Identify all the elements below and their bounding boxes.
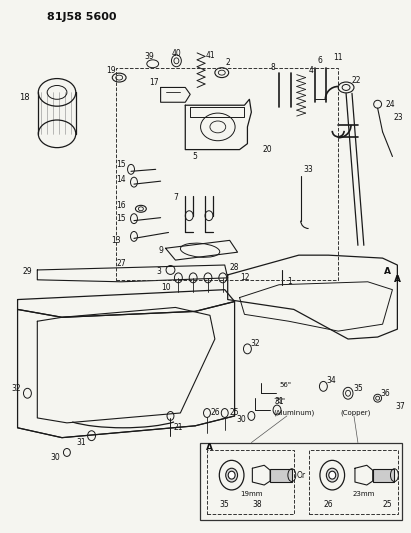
Text: 30: 30 (237, 415, 246, 424)
Text: 31: 31 (274, 397, 284, 406)
Text: (Copper): (Copper) (341, 410, 371, 416)
Text: 19mm: 19mm (240, 491, 263, 497)
Text: 13: 13 (111, 236, 121, 245)
Text: 38: 38 (252, 500, 262, 509)
Text: 21: 21 (173, 423, 183, 432)
Bar (373, 469, 395, 482)
Text: 29: 29 (23, 268, 32, 277)
Text: (Aluminum): (Aluminum) (273, 410, 314, 416)
Text: 23: 23 (394, 112, 403, 122)
Text: 2: 2 (225, 58, 230, 67)
Ellipse shape (329, 471, 336, 479)
Text: 32: 32 (251, 340, 260, 349)
Text: 4: 4 (309, 66, 314, 75)
Text: 26: 26 (210, 408, 220, 417)
Bar (207, 450, 294, 514)
Text: 16: 16 (116, 201, 126, 211)
Text: 1: 1 (287, 277, 292, 286)
Text: 22: 22 (351, 76, 361, 85)
Text: 24: 24 (386, 100, 395, 109)
Text: A: A (206, 443, 213, 452)
Text: 30: 30 (50, 453, 60, 462)
Text: 6: 6 (318, 56, 323, 66)
Text: A: A (384, 268, 391, 277)
Text: 81J58 5600: 81J58 5600 (47, 12, 117, 22)
Bar (116, 68, 338, 280)
Text: 9: 9 (158, 246, 163, 255)
Text: 41: 41 (205, 51, 215, 60)
Text: 23mm: 23mm (353, 491, 375, 497)
Text: 25: 25 (383, 500, 393, 509)
Text: 18: 18 (19, 93, 30, 102)
Text: 27: 27 (116, 259, 126, 268)
Ellipse shape (226, 468, 238, 482)
Text: 7: 7 (173, 193, 178, 203)
Text: 25: 25 (230, 408, 240, 417)
Text: 36: 36 (381, 389, 390, 398)
Text: 26: 26 (323, 500, 333, 509)
Bar (309, 450, 398, 514)
Text: 3: 3 (156, 268, 161, 277)
Text: Or: Or (297, 471, 306, 480)
Text: 15: 15 (116, 214, 126, 223)
Text: 39: 39 (145, 52, 155, 61)
Text: 12: 12 (240, 273, 249, 282)
Text: 40: 40 (171, 50, 181, 59)
Text: 15: 15 (116, 160, 126, 169)
Text: 20: 20 (262, 145, 272, 154)
Ellipse shape (228, 471, 235, 479)
Text: 35: 35 (353, 384, 363, 393)
Text: 35: 35 (220, 500, 230, 509)
Text: 31: 31 (77, 438, 86, 447)
Text: 37: 37 (395, 401, 405, 410)
Text: 32: 32 (12, 384, 21, 393)
Text: 56": 56" (279, 382, 291, 389)
Text: 28: 28 (230, 263, 239, 272)
Text: A: A (394, 276, 401, 284)
Bar (270, 469, 292, 482)
Text: 11: 11 (333, 53, 343, 62)
Bar (200, 442, 402, 520)
Text: 19: 19 (106, 66, 116, 75)
Text: 8: 8 (271, 63, 275, 72)
Text: 10: 10 (161, 283, 171, 292)
Text: 33: 33 (304, 165, 314, 174)
Text: 75": 75" (273, 398, 285, 404)
Text: 5: 5 (193, 152, 198, 161)
Text: 14: 14 (116, 175, 126, 184)
Text: 17: 17 (149, 78, 159, 87)
Text: 34: 34 (326, 376, 336, 385)
Ellipse shape (326, 468, 338, 482)
